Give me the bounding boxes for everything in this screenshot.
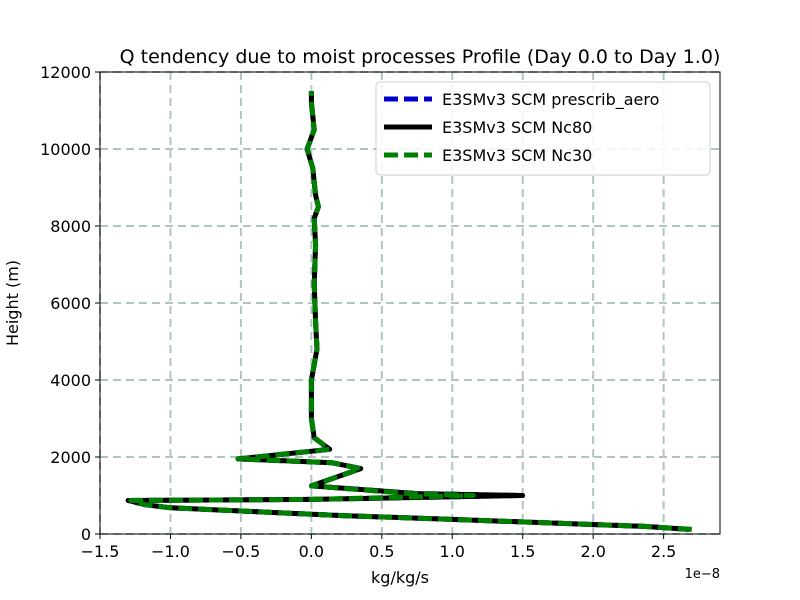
x-axis: −1.5 −1.0 −0.5 0.0 0.5 1.0 1.5 2.0 2.5 xyxy=(81,534,676,561)
x-tick-label: −1.0 xyxy=(151,542,190,561)
x-tick-label: 1.0 xyxy=(440,542,465,561)
y-tick-label: 12000 xyxy=(40,63,91,82)
x-tick-label: 0.0 xyxy=(299,542,324,561)
legend-box xyxy=(375,81,711,176)
legend-label-1: E3SMv3 SCM Nc80 xyxy=(442,118,592,137)
plot-area xyxy=(125,91,692,532)
y-tick-label: 0 xyxy=(81,525,91,544)
x-tick-label: −1.5 xyxy=(81,542,120,561)
x-tick-label: 2.5 xyxy=(651,542,676,561)
x-tick-label: −0.5 xyxy=(221,542,260,561)
legend: E3SMv3 SCM prescrib_aero E3SMv3 SCM Nc80 E… xyxy=(375,81,711,176)
x-tick-label: 0.5 xyxy=(369,542,394,561)
y-tick-label: 2000 xyxy=(50,448,91,467)
y-tick-label: 8000 xyxy=(50,217,91,236)
y-tick-label: 10000 xyxy=(40,140,91,159)
y-tick-label: 4000 xyxy=(50,371,91,390)
legend-label-0: E3SMv3 SCM prescrib_aero xyxy=(442,90,659,110)
x-tick-label: 1.5 xyxy=(510,542,535,561)
x-tick-label: 2.0 xyxy=(580,542,605,561)
series-line-2 xyxy=(128,91,692,532)
y-axis-label: Height (m) xyxy=(3,260,22,346)
x-offset-label: 1e−8 xyxy=(685,567,720,582)
legend-label-2: E3SMv3 SCM Nc30 xyxy=(442,146,592,165)
x-axis-label: kg/kg/s xyxy=(371,568,429,587)
y-axis: 0 2000 4000 6000 8000 10000 12000 xyxy=(40,63,100,544)
chart-title: Q tendency due to moist processes Profil… xyxy=(120,46,721,68)
y-tick-label: 6000 xyxy=(50,294,91,313)
